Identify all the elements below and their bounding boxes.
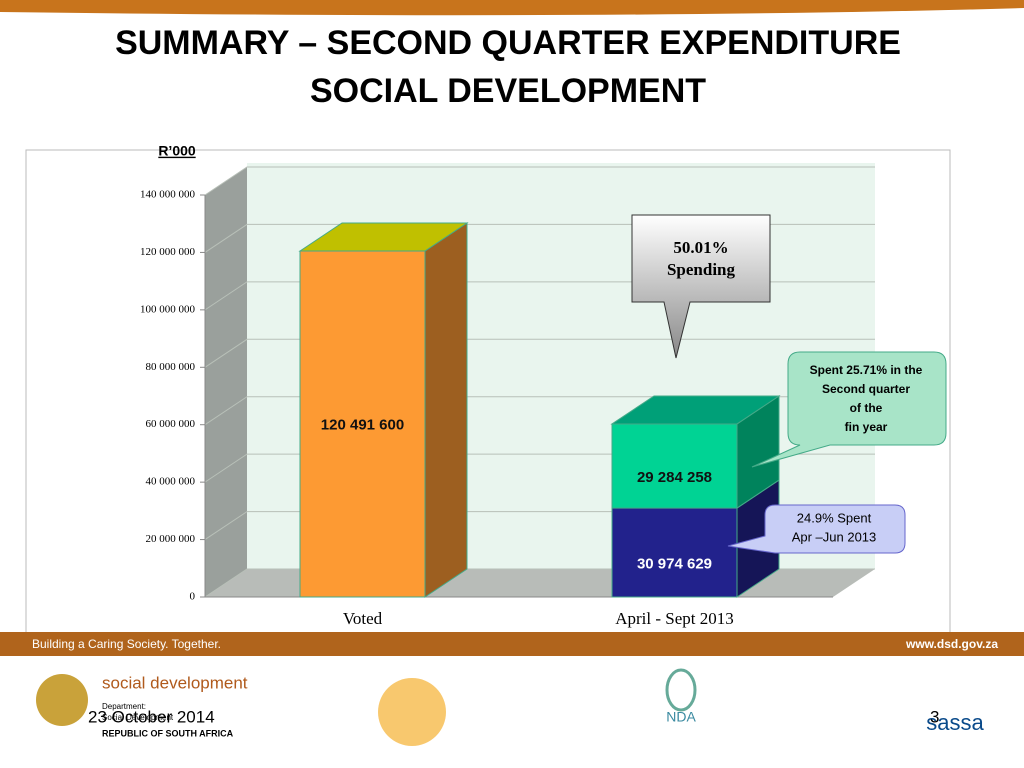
callout [727, 504, 906, 554]
callout [631, 214, 771, 359]
value-label: 29 284 258 [637, 469, 712, 486]
y-tick-label: 80 000 000 [146, 361, 196, 373]
nda-text: NDA [666, 709, 696, 725]
grid-line [204, 338, 875, 368]
grid-line [204, 166, 875, 196]
y-tick-label: 60 000 000 [146, 418, 196, 430]
y-tick-label: 120 000 000 [140, 246, 196, 258]
bar [299, 250, 426, 598]
side-wall [205, 167, 247, 597]
callout-text: 50.01% [673, 238, 728, 257]
x-tick-label: April - Sept 2013 [615, 609, 734, 628]
plot: 0 20 000 000 40 000 000 60 000 000 80 000 00… [140, 166, 947, 628]
title-line: SUMMARY – SECOND QUARTER EXPENDITURE [115, 24, 901, 62]
callout-text: 24.9% Spent [797, 510, 872, 525]
callout-text: Second quarter [822, 382, 910, 396]
bar-top [610, 395, 781, 425]
title-line: SOCIAL DEVELOPMENT [310, 72, 706, 110]
top-stripe [0, 0, 1024, 16]
page-number: 3 [930, 707, 939, 726]
callout [751, 351, 947, 468]
footer-band [0, 632, 1024, 656]
anniversary-logo [378, 678, 446, 746]
slogan: Building a Caring Society. Together. [32, 637, 221, 651]
logo-text: Department: [102, 702, 146, 711]
callout-text: fin year [845, 420, 888, 434]
y-axis-label: R’000 [158, 143, 196, 159]
url: www.dsd.gov.za [905, 637, 998, 651]
y-tick-label: 100 000 000 [140, 303, 196, 315]
bar-top [298, 222, 469, 252]
callout-text: Spending [667, 260, 736, 279]
nda-logo [665, 668, 697, 712]
date: 23 October 2014 [88, 707, 215, 726]
y-tick-label: 40 000 000 [146, 476, 196, 488]
sassa-text: sassa [926, 710, 984, 735]
coat-of-arms [36, 674, 88, 726]
bar [611, 507, 738, 598]
callout-text: of the [850, 401, 883, 415]
value-label: 30 974 629 [637, 555, 712, 572]
logo-text: social development [102, 673, 248, 692]
y-tick-label: 0 [190, 591, 196, 603]
y-tick-label: 140 000 000 [140, 189, 196, 201]
logo-text: REPUBLIC OF SOUTH AFRICA [102, 728, 234, 738]
y-tick-label: 20 000 000 [146, 533, 196, 545]
logo-text: Social Development [102, 713, 174, 722]
x-tick-label: Voted [343, 609, 383, 628]
callout-text: Spent 25.71% in the [810, 363, 923, 377]
bar-side [424, 222, 468, 598]
bar [611, 423, 738, 509]
value-label: 120 491 600 [321, 417, 404, 434]
callout-text: Apr –Jun 2013 [792, 529, 877, 544]
